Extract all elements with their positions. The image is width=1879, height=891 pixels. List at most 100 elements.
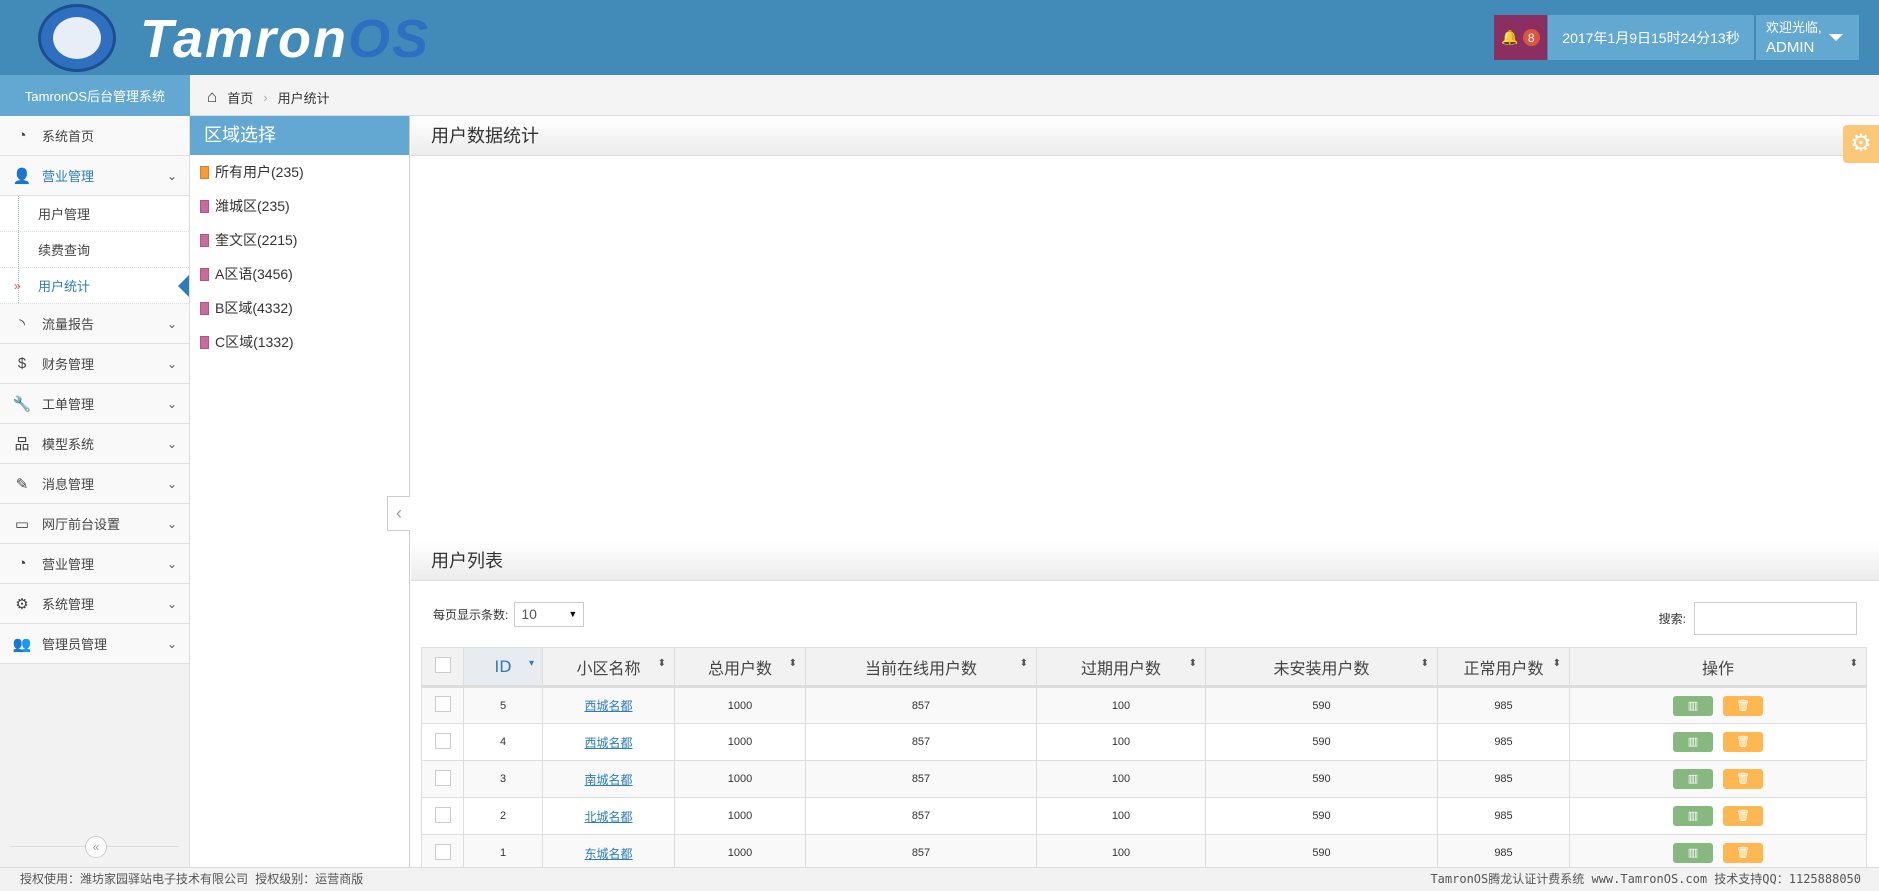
community-link[interactable]: 西城名都 <box>584 735 633 750</box>
community-link[interactable]: 西城名都 <box>584 699 633 713</box>
row-checkbox[interactable] <box>434 732 451 749</box>
row-checkbox[interactable] <box>434 843 451 860</box>
settings-gear-button[interactable]: ⚙ <box>1843 125 1879 163</box>
column-header[interactable]: 正常用户数 ⬍ <box>1437 647 1570 688</box>
column-header[interactable]: 小区名称 ⬍ <box>542 647 675 688</box>
user-menu[interactable]: 欢迎光临, ADMIN <box>1756 15 1859 60</box>
chart-button[interactable]: ▥ <box>1673 806 1713 826</box>
delete-button[interactable]: 🗑 <box>1723 732 1763 752</box>
page-size-select[interactable]: 10 <box>514 602 585 627</box>
sidebar-item-label: 系统管理 <box>42 597 95 612</box>
column-header[interactable]: 过期用户数 ⬍ <box>1036 647 1206 688</box>
cell-name: 东城名都 <box>542 834 675 872</box>
rss-icon: ◝ <box>19 315 25 333</box>
chart-button[interactable]: ▥ <box>1673 769 1713 789</box>
chevron-down-icon: ⌄ <box>166 396 177 411</box>
column-header[interactable]: 操作 ⬍ <box>1569 647 1867 688</box>
sidebar-item-label: 流量报告 <box>42 317 95 332</box>
region-item[interactable]: C区域(1332) <box>190 325 409 359</box>
table-row: 4 西城名都 1000 857 100 590 985 ▥ 🗑 <box>421 723 1867 761</box>
region-item[interactable]: 潍城区(235) <box>190 189 409 223</box>
column-header[interactable]: 当前在线用户数 ⬍ <box>805 647 1037 688</box>
sidebar-item-label: 财务管理 <box>42 357 95 372</box>
delete-button[interactable]: 🗑 <box>1723 769 1763 789</box>
chart-button[interactable]: ▥ <box>1673 732 1713 752</box>
sidebar-item-label: 系统首页 <box>42 129 95 144</box>
page-size-label: 每页显示条数: <box>433 608 509 622</box>
sidebar-subitem[interactable]: » 用户统计 <box>0 268 189 304</box>
cell-id: 5 <box>463 686 543 724</box>
bar-chart-icon: ▥ <box>1687 699 1699 712</box>
search-label: 搜索: <box>1658 612 1686 626</box>
community-link[interactable]: 北城名都 <box>584 809 633 824</box>
search-input[interactable] <box>1694 602 1857 635</box>
sidebar-item[interactable]: 🔧 工单管理 ⌄ <box>0 384 189 424</box>
sidebar-item[interactable]: ✎ 消息管理 ⌄ <box>0 464 189 504</box>
breadcrumb: ⌂ 首页 › 用户统计 <box>207 87 330 107</box>
sidebar-item[interactable]: 👥 管理员管理 ⌄ <box>0 624 189 664</box>
sidebar-item[interactable]: ◔ 营业管理 ⌄ <box>0 544 189 584</box>
region-item[interactable]: B区域(4332) <box>190 291 409 325</box>
footer-license: 授权使用：潍坊家园驿站电子技术有限公司 授权级别：运营商版 <box>20 872 364 886</box>
trash-icon: 🗑 <box>1736 773 1750 785</box>
region-item[interactable]: A区语(3456) <box>190 257 409 291</box>
region-item[interactable]: 奎文区(2215) <box>190 223 409 257</box>
cell-name: 西城名都 <box>542 686 675 724</box>
sidebar-item[interactable]: ◔ 系统首页 <box>0 116 189 156</box>
collapse-panel-button[interactable]: ‹ <box>387 496 410 531</box>
username: ADMIN <box>1766 38 1815 56</box>
system-title: TamronOS后台管理系统 <box>0 75 190 116</box>
sort-icon: ⬍ <box>1019 658 1028 669</box>
notifications-button[interactable]: 🔔 8 <box>1494 15 1547 60</box>
trash-icon: 🗑 <box>1736 699 1750 712</box>
sidebar-item[interactable]: ▭ 网厅前台设置 ⌄ <box>0 504 189 544</box>
cell-id: 2 <box>463 797 543 835</box>
breadcrumb-home[interactable]: 首页 <box>227 90 254 106</box>
stats-title: 用户数据统计 <box>411 116 1879 156</box>
active-indicator <box>178 275 189 297</box>
column-label: 总用户数 <box>707 658 772 678</box>
building-icon <box>200 301 209 315</box>
community-link[interactable]: 南城名都 <box>584 772 633 787</box>
chevron-down-icon: ⌄ <box>166 356 177 371</box>
delete-button[interactable]: 🗑 <box>1723 843 1763 863</box>
cell-total: 1000 <box>674 834 806 872</box>
delete-button[interactable]: 🗑 <box>1723 806 1763 826</box>
chart-button[interactable]: ▥ <box>1673 843 1713 863</box>
sidebar-item[interactable]: ⚙ 系统管理 ⌄ <box>0 584 189 624</box>
region-label: 奎文区(2215) <box>215 232 298 248</box>
cell-expired: 100 <box>1036 797 1206 835</box>
chart-button[interactable]: ▥ <box>1673 695 1713 716</box>
select-all-checkbox[interactable] <box>434 656 451 673</box>
column-label: 未安装用户数 <box>1273 658 1370 678</box>
row-checkbox[interactable] <box>434 696 451 712</box>
sidebar-subitem[interactable]: 用户管理 <box>0 196 189 232</box>
cell-id: 4 <box>463 723 543 761</box>
region-item[interactable]: 所有用户(235) <box>190 155 409 189</box>
delete-button[interactable]: 🗑 <box>1723 695 1763 716</box>
building-icon <box>200 335 209 349</box>
row-checkbox[interactable] <box>434 769 451 786</box>
sidebar-item[interactable]: ◝ 流量报告 ⌄ <box>0 304 189 344</box>
column-header[interactable]: 总用户数 ⬍ <box>674 647 806 688</box>
community-link[interactable]: 东城名都 <box>584 846 633 861</box>
bar-chart-icon: ▥ <box>1687 736 1699 748</box>
footer-support: TamronOS腾龙认证计费系统 www.TamronOS.com 技术支持QQ… <box>1430 872 1861 886</box>
column-header[interactable]: ID ▾ <box>463 647 543 688</box>
dashboard-icon: ◔ <box>17 127 27 144</box>
cell-actions: ▥ 🗑 <box>1569 797 1867 835</box>
sidebar-item[interactable]: 品模型系统 ⌄ <box>0 424 189 464</box>
bar-chart-icon: ▥ <box>1687 810 1699 822</box>
collapse-sidebar-icon[interactable]: « <box>85 836 107 858</box>
column-header[interactable]: 未安装用户数 ⬍ <box>1205 647 1438 688</box>
region-label: B区域(4332) <box>215 300 293 316</box>
cell-normal: 985 <box>1437 760 1570 798</box>
sidebar-item[interactable]: 👤 营业管理 ⌄ <box>0 156 189 196</box>
column-label: 操作 <box>1701 658 1734 678</box>
row-checkbox[interactable] <box>434 806 451 823</box>
sidebar-subitem[interactable]: 续费查询 <box>0 232 189 268</box>
user-icon: 👤 <box>12 167 32 185</box>
sidebar-item-label: 营业管理 <box>42 557 95 572</box>
user-table: ID ▾ 小区名称 ⬍ 总用户数 ⬍ 当前在线用户数 ⬍ 过期用户数 ⬍ 未安装用户数 ⬍ 正常用户数 ⬍… <box>421 647 1867 872</box>
sidebar-item[interactable]: $ 财务管理 ⌄ <box>0 344 189 384</box>
